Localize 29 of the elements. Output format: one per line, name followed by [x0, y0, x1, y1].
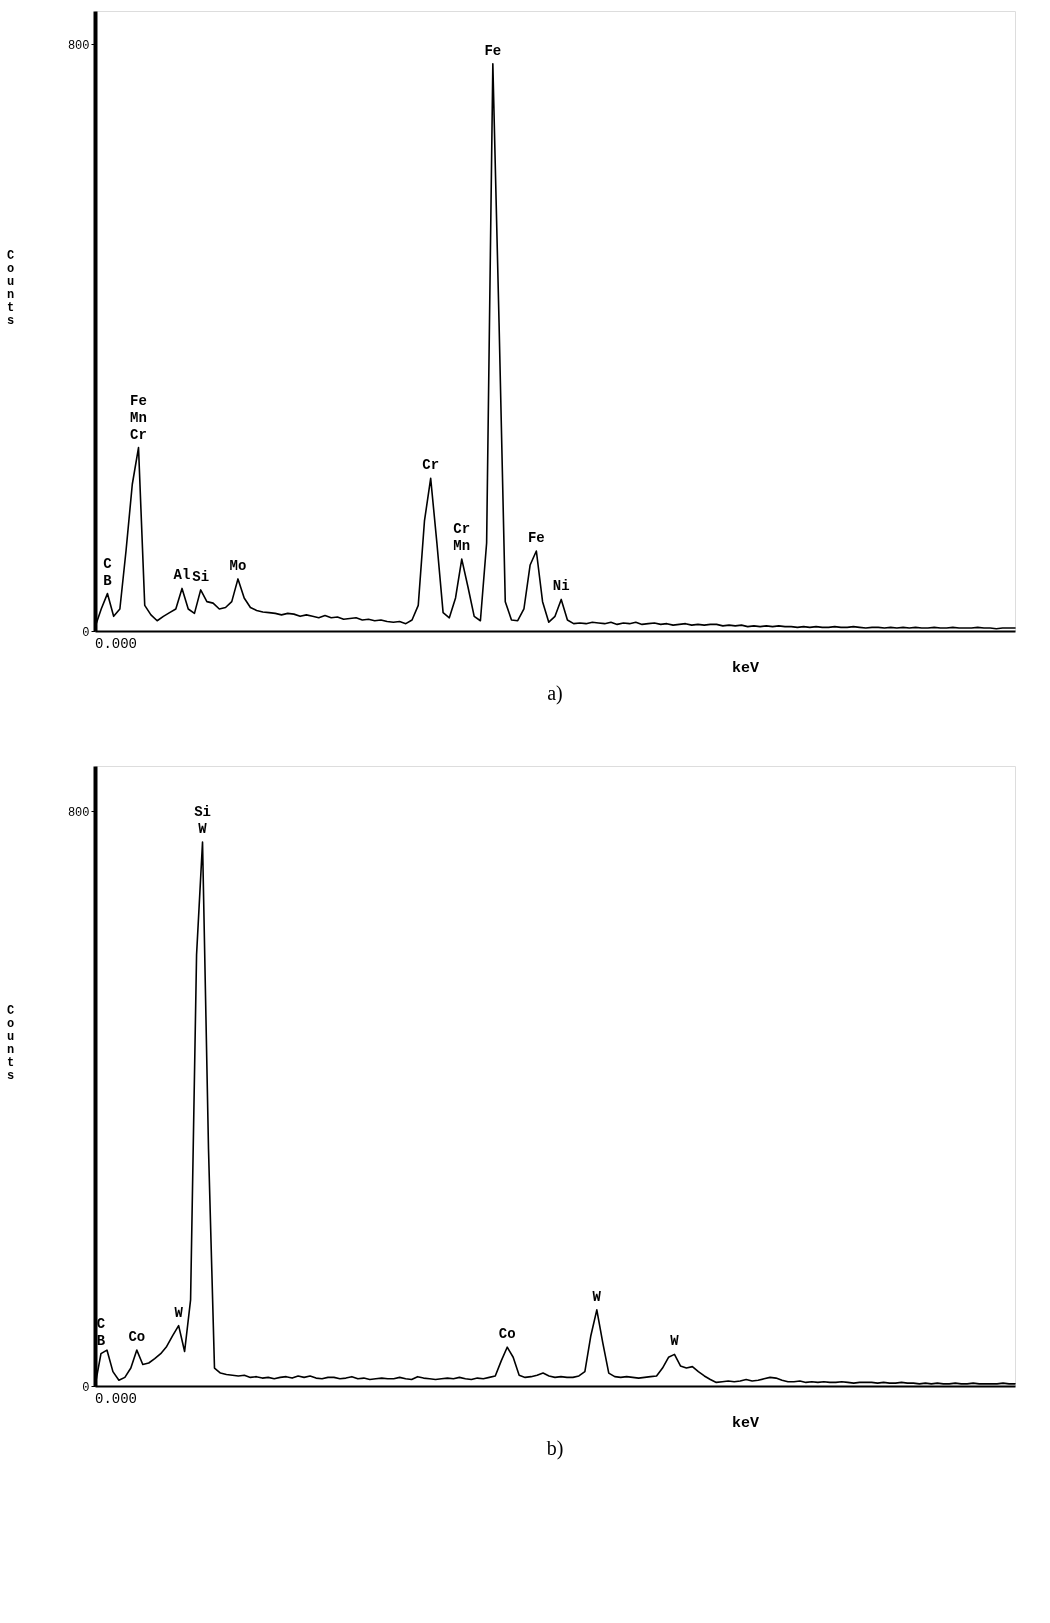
data-label: Si [192, 568, 210, 585]
data-label: Fe [527, 530, 545, 547]
data-label: Mo [229, 557, 247, 574]
data-label: Co [498, 1326, 516, 1343]
data-label: W [670, 1333, 680, 1350]
y-tick-label: 800 [67, 38, 90, 53]
text: a) [547, 682, 563, 705]
text: Cr Mn [453, 521, 471, 555]
data-label: Fe [484, 42, 502, 59]
text: C B [103, 555, 112, 589]
data-label: Co [128, 1329, 146, 1346]
text: 0.000 [95, 1391, 138, 1407]
data-label: Al [173, 567, 191, 584]
text: 0.000 [95, 636, 138, 652]
text: Fe Mn Cr [130, 392, 147, 443]
text: C B [96, 1315, 106, 1349]
data-label: W [174, 1304, 184, 1321]
data-label: W [592, 1288, 602, 1305]
y-axis-title: Counts [6, 248, 15, 328]
y-tick-label: 0 [82, 625, 90, 640]
text: Si W [194, 804, 211, 838]
x-axis-title: keV [731, 659, 760, 677]
y-axis-title: Counts [6, 1003, 15, 1083]
data-label: Cr [422, 457, 440, 474]
y-tick-label: 0 [82, 1380, 90, 1395]
x-axis-title: keV [731, 1414, 760, 1432]
y-tick-label: 800 [67, 805, 90, 820]
data-label: Ni [552, 578, 570, 595]
text: b) [546, 1437, 564, 1460]
